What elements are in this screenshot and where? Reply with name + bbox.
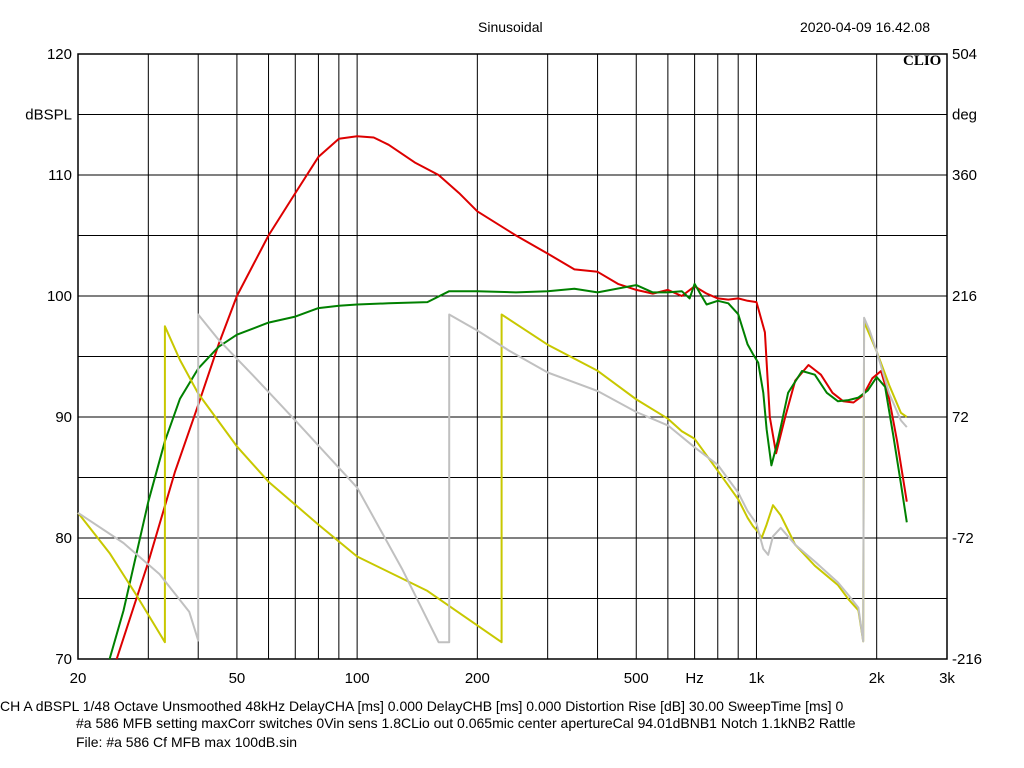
y-left-tick-label: 70 [55, 651, 72, 668]
curves [77, 135, 908, 660]
x-tick-label: 2k [869, 670, 885, 687]
y-left-tick-label: 110 [48, 167, 72, 184]
x-tick-label: 100 [345, 670, 370, 687]
y-left-tick-label: 100 [47, 288, 72, 305]
y-right-tick-label: 72 [952, 409, 969, 426]
series-line-1 [115, 135, 908, 660]
y-right-tick-label: 360 [952, 167, 977, 184]
y-right-tick-label: 504 [952, 46, 977, 63]
y-left-tick-label: dBSPL [25, 107, 72, 124]
x-tick-label: Hz [685, 670, 703, 687]
x-tick-label: 20 [70, 670, 87, 687]
y-left-tick-label: 80 [55, 530, 72, 547]
chart-title: Sinusoidal [478, 19, 543, 35]
x-tick-label: 200 [465, 670, 490, 687]
info-line-settings: CH A dBSPL 1/48 Octave Unsmoothed 48kHz … [0, 698, 844, 714]
tick-labels: 20 50 100 200 500 Hz 1k 2k 3k 120 dBSPL 110 100 90 80 7… [25, 46, 982, 687]
clio-logo: CLIO [903, 53, 942, 69]
grid [78, 54, 947, 659]
series-line-2 [108, 282, 908, 660]
y-right-tick-label: deg [952, 107, 977, 124]
x-tick-label: 1k [749, 670, 765, 687]
y-left-tick-label: 120 [47, 46, 72, 63]
y-right-tick-label: -216 [952, 651, 982, 668]
x-tick-label: 500 [624, 670, 649, 687]
y-right-tick-label: 216 [952, 288, 977, 305]
y-right-tick-label: -72 [952, 530, 974, 547]
y-left-tick-label: 90 [55, 409, 72, 426]
x-tick-label: 50 [229, 670, 246, 687]
series-line-4 [77, 313, 908, 644]
info-line-notes: #a 586 MFB setting maxCorr switches 0Vin… [76, 715, 856, 731]
timestamp: 2020-04-09 16.42.08 [800, 19, 930, 35]
x-tick-label: 3k [939, 670, 955, 687]
info-line-file: File: #a 586 Cf MFB max 100dB.sin [76, 734, 297, 750]
